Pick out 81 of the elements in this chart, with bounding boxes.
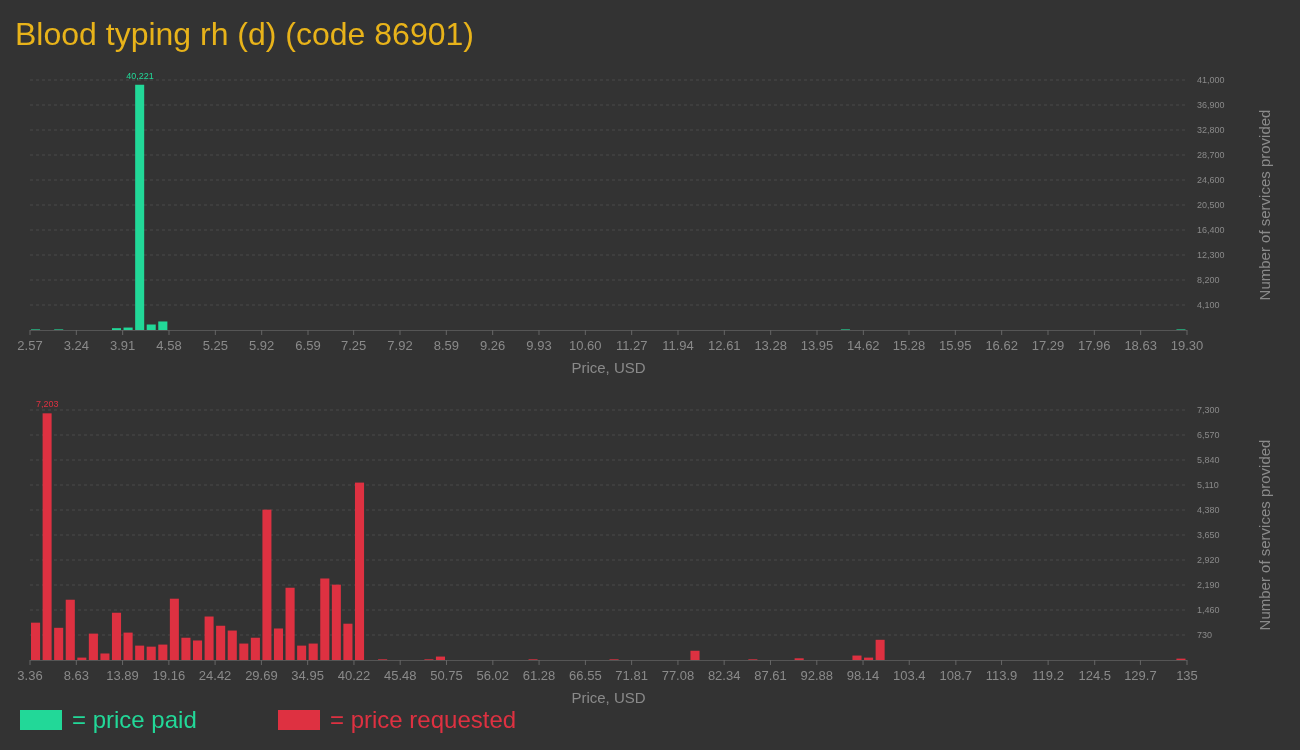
y-tick-label: 2,190 xyxy=(1197,580,1220,590)
x-tick-label: 6.59 xyxy=(295,338,321,353)
y-tick-label: 4,100 xyxy=(1197,300,1220,310)
x-tick-label: 11.94 xyxy=(662,338,694,353)
y-tick-label: 12,300 xyxy=(1197,250,1225,260)
data-label: 7,203 xyxy=(36,399,59,410)
y-tick-label: 28,700 xyxy=(1197,150,1225,160)
y-tick-label: 41,000 xyxy=(1197,75,1225,85)
x-tick-label: 87.61 xyxy=(754,668,787,683)
x-tick-label: 66.55 xyxy=(569,668,602,683)
x-tick-label: 3.91 xyxy=(110,338,136,353)
x-tick-label: 135 xyxy=(1176,668,1198,683)
y-axis-title: Number of services provided xyxy=(1256,439,1273,631)
x-tick-label: 129.7 xyxy=(1124,668,1157,683)
x-tick-label: 8.63 xyxy=(63,668,89,683)
x-tick-label: 2.57 xyxy=(17,338,43,353)
x-tick-label: 29.69 xyxy=(245,668,278,683)
x-tick-label: 56.02 xyxy=(476,668,510,683)
y-tick-label: 3,650 xyxy=(1197,530,1220,540)
x-tick-label: 103.4 xyxy=(892,668,926,683)
x-tick-label: 61.28 xyxy=(522,668,556,683)
data-label: 40,221 xyxy=(126,70,154,81)
y-tick-label: 2,920 xyxy=(1197,555,1220,565)
chart-title: Blood typing rh (d) (code 86901) xyxy=(15,16,474,52)
y-tick-label: 1,460 xyxy=(1197,605,1220,615)
x-tick-label: 108.7 xyxy=(939,668,973,683)
x-tick-label: 24.42 xyxy=(198,668,232,683)
y-tick-label: 24,600 xyxy=(1197,175,1225,185)
x-tick-label: 7.25 xyxy=(341,338,367,353)
x-tick-label: 40.22 xyxy=(337,668,371,683)
x-tick-label: 19.16 xyxy=(152,668,186,683)
x-tick-label: 119.2 xyxy=(1032,668,1064,683)
y-tick-label: 5,840 xyxy=(1197,455,1220,465)
x-tick-label: 17.29 xyxy=(1031,338,1065,353)
y-tick-label: 8,200 xyxy=(1197,275,1220,285)
legend-label: = price requested xyxy=(330,706,517,733)
x-tick-label: 13.28 xyxy=(754,338,787,353)
x-tick-label: 7.92 xyxy=(387,338,413,353)
y-tick-label: 4,380 xyxy=(1197,505,1220,515)
x-tick-label: 13.89 xyxy=(106,668,139,683)
x-tick-label: 77.08 xyxy=(661,668,695,683)
x-tick-label: 9.26 xyxy=(480,338,506,353)
x-tick-label: 14.62 xyxy=(847,338,880,353)
y-tick-label: 16,400 xyxy=(1197,225,1225,235)
x-tick-label: 3.36 xyxy=(17,668,43,683)
x-tick-label: 12.61 xyxy=(708,338,741,353)
x-tick-label: 82.34 xyxy=(707,668,741,683)
x-tick-label: 124.5 xyxy=(1078,668,1111,683)
x-tick-label: 113.9 xyxy=(985,668,1018,683)
y-tick-label: 7,300 xyxy=(1197,405,1220,415)
y-tick-label: 730 xyxy=(1197,630,1213,640)
x-tick-label: 3.24 xyxy=(63,338,89,353)
x-axis-title: Price, USD xyxy=(571,359,646,376)
x-tick-label: 11.27 xyxy=(615,338,648,353)
x-tick-label: 92.88 xyxy=(800,668,834,683)
x-tick-label: 16.62 xyxy=(985,338,1018,353)
y-tick-label: 6,570 xyxy=(1197,430,1220,440)
x-tick-label: 71.81 xyxy=(615,668,648,683)
x-tick-label: 5.25 xyxy=(202,338,228,353)
x-tick-label: 13.95 xyxy=(800,338,834,353)
x-tick-label: 15.28 xyxy=(892,338,926,353)
x-tick-label: 9.93 xyxy=(526,338,552,353)
y-tick-label: 5,110 xyxy=(1197,480,1219,490)
x-tick-label: 98.14 xyxy=(846,668,880,683)
x-tick-label: 18.63 xyxy=(1124,338,1157,353)
x-tick-label: 50.75 xyxy=(430,668,463,683)
x-tick-label: 17.96 xyxy=(1078,338,1111,353)
x-tick-label: 5.92 xyxy=(249,338,275,353)
x-tick-label: 10.60 xyxy=(569,338,602,353)
x-tick-label: 45.48 xyxy=(383,668,417,683)
x-tick-label: 19.30 xyxy=(1170,338,1204,353)
x-tick-label: 34.95 xyxy=(291,668,324,683)
y-axis-title: Number of services provided xyxy=(1256,109,1273,301)
x-tick-label: 4.58 xyxy=(156,338,182,353)
y-tick-label: 20,500 xyxy=(1197,200,1225,210)
y-tick-label: 32,800 xyxy=(1197,125,1225,135)
y-tick-label: 36,900 xyxy=(1197,100,1225,110)
x-axis-title: Price, USD xyxy=(571,689,646,706)
x-tick-label: 15.95 xyxy=(939,338,972,353)
legend-label: = price paid xyxy=(72,706,197,733)
x-tick-label: 8.59 xyxy=(433,338,459,353)
